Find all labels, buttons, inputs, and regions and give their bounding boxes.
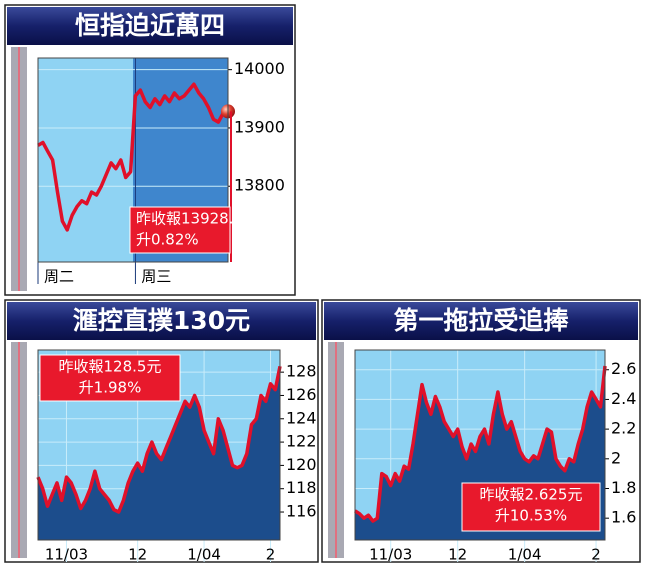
annotation-text: 升1.98% — [79, 379, 142, 397]
line — [354, 365, 607, 523]
y-tick-label: 116 — [286, 502, 317, 521]
annotation-text: 昨收報2.625元 — [480, 486, 583, 504]
y-tick-label: 122 — [286, 432, 317, 451]
x-tick-label: 1/04 — [508, 546, 542, 564]
x-tick-label: 周三 — [141, 268, 171, 286]
chart-title: 恒指迫近萬四 — [75, 11, 225, 40]
x-tick-label: 1/04 — [187, 546, 221, 564]
y-tick-label: 128 — [286, 362, 317, 381]
x-tick-label: 2 — [591, 546, 601, 564]
y-tick-label: 118 — [286, 478, 317, 497]
title-bar — [7, 302, 316, 340]
annotation-box — [39, 354, 181, 402]
plot-frame — [354, 349, 606, 541]
title-bar — [7, 7, 293, 45]
y-tick-label: 126 — [286, 385, 317, 404]
y-tick-label: 2.4 — [611, 389, 636, 408]
x-tick-label: 11/03 — [45, 546, 88, 564]
x-tick-label: 周二 — [44, 268, 74, 286]
y-tick-label: 13800 — [234, 176, 285, 195]
plot-frame — [37, 57, 229, 263]
x-tick-label: 11/03 — [369, 546, 412, 564]
y-tick-label: 14000 — [234, 59, 285, 78]
chart-title: 第一拖拉受追捧 — [393, 306, 569, 335]
y-tick-label: 124 — [286, 408, 317, 427]
x-tick-label: 2 — [266, 546, 276, 564]
annotation-box — [461, 482, 601, 532]
x-tick-label: 12 — [448, 546, 467, 564]
annotation-text: 升10.53% — [495, 507, 567, 525]
y-tick-label: 120 — [286, 455, 317, 474]
annotation-text: 升0.82% — [136, 231, 199, 249]
y-tick-label: 1.8 — [611, 478, 636, 497]
y-tick-label: 2 — [611, 448, 621, 467]
y-tick-label: 1.6 — [611, 508, 636, 527]
line — [37, 82, 229, 232]
y-tick-label: 13900 — [234, 117, 285, 136]
annotation-text: 昨收報13928.38 — [136, 210, 253, 228]
title-bar — [324, 302, 638, 340]
annotation-box — [129, 206, 231, 254]
y-tick-label: 2.6 — [611, 359, 636, 378]
annotation-text: 昨收報128.5元 — [59, 358, 162, 376]
x-tick-label: 12 — [128, 546, 147, 564]
line — [36, 365, 282, 514]
plot-frame — [37, 349, 281, 541]
chart-title: 滙控直撲130元 — [73, 306, 250, 335]
y-tick-label: 2.2 — [611, 419, 636, 438]
area — [38, 366, 280, 540]
